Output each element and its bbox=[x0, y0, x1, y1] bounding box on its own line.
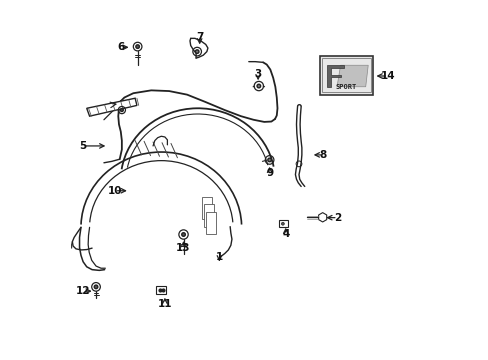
Text: 1: 1 bbox=[215, 252, 223, 262]
Circle shape bbox=[136, 45, 139, 48]
Polygon shape bbox=[86, 98, 137, 116]
Circle shape bbox=[120, 109, 123, 112]
Bar bbox=[319, 56, 372, 95]
Text: 5: 5 bbox=[79, 141, 86, 151]
Text: 11: 11 bbox=[157, 299, 172, 309]
Text: 10: 10 bbox=[107, 186, 122, 196]
Circle shape bbox=[182, 233, 185, 236]
Bar bbox=[203, 204, 214, 226]
Polygon shape bbox=[336, 65, 367, 87]
Bar bbox=[278, 220, 287, 227]
Text: 7: 7 bbox=[196, 32, 203, 41]
Text: SPORT: SPORT bbox=[335, 84, 356, 90]
Text: 4: 4 bbox=[282, 229, 289, 239]
Text: 9: 9 bbox=[265, 168, 273, 178]
Text: 6: 6 bbox=[117, 42, 124, 52]
Circle shape bbox=[94, 285, 98, 289]
Circle shape bbox=[267, 158, 271, 162]
Bar bbox=[205, 212, 215, 234]
Polygon shape bbox=[326, 65, 344, 87]
Circle shape bbox=[281, 222, 284, 225]
Bar bbox=[321, 58, 370, 93]
Text: 2: 2 bbox=[333, 213, 341, 222]
Bar bbox=[155, 286, 166, 294]
Bar bbox=[202, 197, 212, 220]
Text: 3: 3 bbox=[254, 69, 261, 79]
Text: 14: 14 bbox=[380, 71, 394, 81]
Text: 12: 12 bbox=[76, 286, 90, 296]
Polygon shape bbox=[318, 213, 326, 222]
Text: 8: 8 bbox=[319, 150, 326, 160]
Circle shape bbox=[257, 84, 260, 88]
Circle shape bbox=[195, 50, 199, 53]
Text: 13: 13 bbox=[176, 243, 190, 253]
